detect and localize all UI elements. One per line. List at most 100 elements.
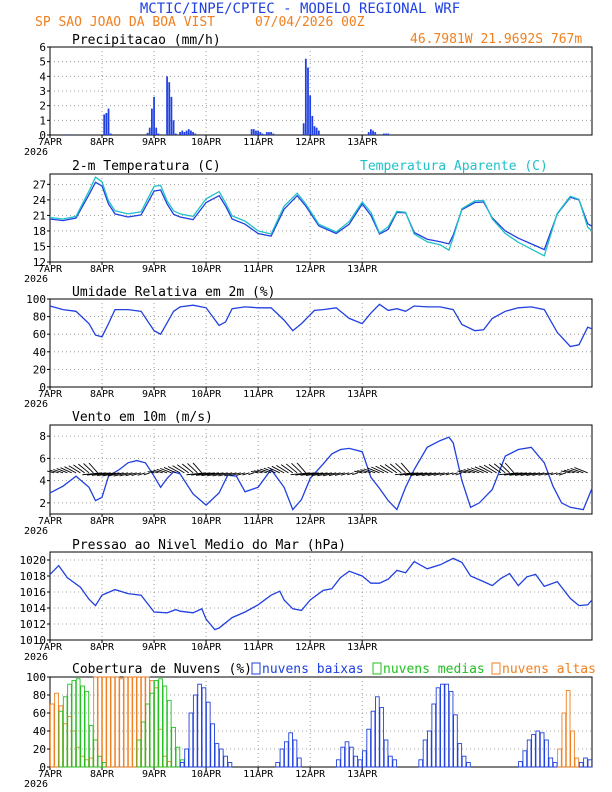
- wind-series-line-0: [49, 436, 593, 511]
- rh-frame: [49, 298, 593, 388]
- cloud-bar-low: [227, 762, 233, 768]
- location-label: SP SAO JOAO DA BOA VIST: [35, 15, 215, 30]
- wind-arrow: [60, 467, 72, 474]
- cloud-bar-mid: [179, 759, 185, 768]
- wind-arrow: [375, 465, 389, 474]
- rh-title: Umidade Relativa em 2m (%): [72, 285, 276, 300]
- cloud-bar-high: [123, 676, 129, 768]
- cloud-bar-high: [132, 676, 137, 768]
- cloud-bar-low: [539, 732, 545, 768]
- precip-bar: [255, 130, 257, 135]
- wind-arrow: [322, 472, 337, 477]
- wind-arrow: [526, 472, 541, 476]
- wind-arrow: [186, 472, 207, 476]
- cloud-ytick-label: 40: [33, 725, 46, 738]
- pres-ytick-label: 1018: [20, 570, 47, 583]
- wind-arrow: [91, 472, 111, 476]
- cloud-bar-mid: [93, 739, 98, 768]
- wind-arrow: [201, 472, 220, 477]
- wind-arrow: [137, 472, 146, 476]
- rh-ytick-label: 80: [33, 311, 46, 324]
- wind-arrow: [479, 465, 493, 474]
- cloud-bar-mid: [75, 678, 81, 768]
- wind-arrow: [172, 465, 185, 474]
- temp-xtick-label: 13APR: [347, 264, 378, 275]
- wind-arrow: [439, 472, 450, 476]
- wind-arrow: [300, 472, 319, 476]
- wind-arrow: [470, 467, 484, 474]
- wind-arrow: [311, 472, 328, 477]
- precip-bar: [66, 134, 69, 135]
- pres-year-label: 2026: [24, 652, 48, 663]
- cloud-bar-high: [119, 678, 124, 768]
- precip-bar: [302, 123, 305, 135]
- pres-xtick-label: 11APR: [243, 642, 274, 653]
- rh-panel: 0 20 40 60 80 100 7APR 8APR 9APR 10APR 11APR 12APR 1…: [24, 293, 593, 410]
- wind-arrow: [248, 472, 254, 476]
- wind-arrow: [295, 472, 315, 476]
- cloud-bar-low: [418, 759, 424, 768]
- wind-arrow: [514, 472, 532, 476]
- pres-xtick-label: 7APR: [38, 642, 63, 653]
- precip-bar: [380, 134, 383, 135]
- cloud-bar-low: [435, 687, 441, 768]
- cloud-bar-low: [366, 728, 372, 768]
- wind-arrow: [560, 470, 571, 474]
- cloud-bar-low: [192, 694, 198, 768]
- wind-arrow: [399, 472, 419, 476]
- temp-ytick-label: 24: [33, 194, 47, 207]
- cloud-bar-mid: [140, 721, 146, 768]
- wind-arrow: [107, 472, 124, 477]
- wind-arrow: [131, 472, 142, 477]
- precip-bar: [107, 108, 110, 135]
- wind-arrow: [280, 464, 294, 474]
- wind-arrow: [267, 466, 280, 474]
- cloud-bar-low: [279, 748, 285, 768]
- cloud-bar-low: [205, 701, 211, 768]
- precip-xtick-label: 12APR: [295, 137, 326, 148]
- cloud-bar-low: [522, 750, 528, 768]
- precip-bar: [313, 126, 316, 135]
- temp-frame: [49, 173, 593, 263]
- wind-arrow: [113, 472, 129, 477]
- wind-arrow: [82, 472, 103, 476]
- wind-arrow: [49, 469, 59, 474]
- cloud-bar-low: [375, 696, 380, 768]
- cloud-bar-low: [349, 746, 354, 768]
- pres-xtick-label: 8APR: [90, 642, 115, 653]
- wind-arrow: [290, 472, 311, 476]
- wind-arrow: [532, 472, 545, 476]
- cloud-bar-low: [448, 690, 454, 768]
- precip-panel: 0 12 3 45 6 7APR 8APR 9APR 10APR 11APR 12APR 13APR 2…: [24, 41, 593, 158]
- cloud-bar-low: [214, 743, 220, 768]
- wind-arrow: [153, 469, 163, 474]
- wind-arrow: [394, 472, 415, 476]
- pres-panel: 1010 1012 1014 1016 1018 1020 7APR 8APR 9APR 10AP…: [20, 551, 593, 663]
- precip-bar: [250, 129, 253, 135]
- cloud-bar-high: [136, 676, 142, 768]
- wind-arrow: [285, 463, 298, 474]
- cloud-bar-high: [71, 730, 77, 768]
- cloud-bar-low: [383, 739, 389, 768]
- cloud-bar-high: [54, 692, 59, 768]
- meteogram-title: MCTIC/INPE/CPTEC - MODELO REGIONAL WRF: [140, 1, 460, 17]
- cloud-bar-high: [574, 757, 580, 768]
- precip-bar: [259, 132, 262, 135]
- precip-bar: [272, 133, 275, 135]
- wind-ytick-label: 6: [39, 452, 46, 465]
- wind-xtick-label: 8APR: [90, 516, 115, 527]
- cloud-bar-low: [531, 734, 536, 768]
- wind-arrow: [64, 466, 77, 474]
- wind-ytick-label: 8: [39, 430, 46, 443]
- wind-arrow: [260, 468, 272, 474]
- pres-ytick-label: 1020: [20, 554, 47, 567]
- cloud-ytick-label: 80: [33, 689, 46, 702]
- wind-arrow: [192, 462, 203, 474]
- cloud-bar-mid: [97, 755, 103, 768]
- temp-ytick-label: 27: [33, 178, 46, 191]
- precip-bar: [190, 130, 192, 135]
- pres-xtick-label: 12APR: [295, 642, 326, 653]
- precip-ytick-label: 1: [39, 114, 46, 127]
- wind-arrow: [357, 470, 367, 474]
- cloud-bar-low: [275, 762, 280, 768]
